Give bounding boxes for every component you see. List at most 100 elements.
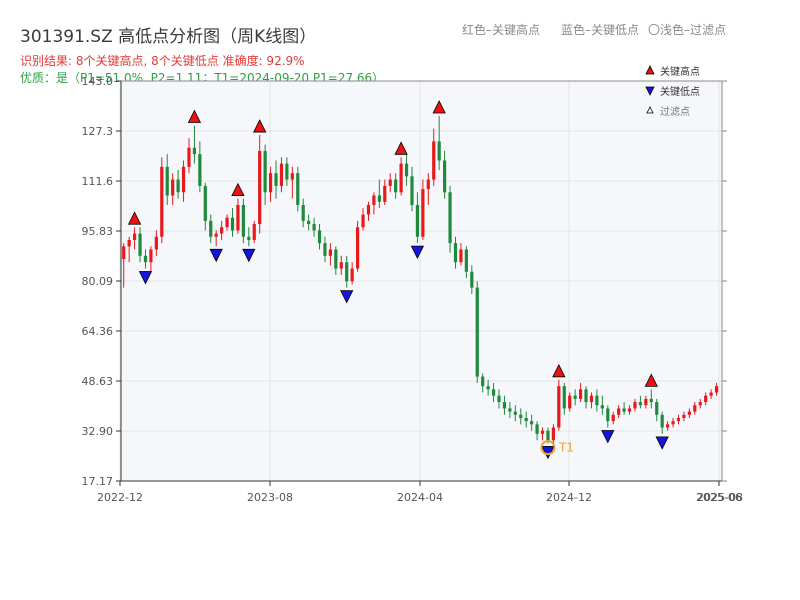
x-tick-label: 2024-12 — [546, 491, 592, 504]
candle-body — [127, 239, 131, 247]
candle-body — [154, 236, 158, 250]
legend-high-label: 关键高点 — [660, 65, 700, 78]
x-axis-ticks: 2022-12 2023-08 2024-04 2024-12 2025-062025-… — [97, 481, 743, 504]
candle-series — [122, 115, 719, 447]
key-low-marker — [209, 248, 223, 263]
candle-body — [578, 389, 583, 399]
candle-body — [595, 395, 599, 406]
key-low-marker — [410, 245, 425, 260]
candle-body — [589, 395, 594, 403]
candle-body — [698, 402, 702, 406]
y-tick-label: 64.36 — [82, 325, 114, 338]
x-tick-label-overlap: 2025-08 — [697, 491, 743, 504]
candle-body — [214, 233, 218, 237]
recognition-result: 识别结果: 8个关键高点, 8个关键低点 准确度: 92.9% — [20, 54, 305, 68]
candle-body — [307, 220, 311, 225]
candle-body — [540, 430, 545, 434]
candle-body — [562, 386, 566, 409]
candle-body — [252, 224, 256, 240]
candle-body — [187, 147, 191, 167]
y-tick-label: 95.83 — [82, 225, 114, 238]
t1-label: T1 — [558, 441, 574, 455]
candle-body — [530, 421, 534, 425]
candle-body — [198, 154, 202, 186]
candle-body — [143, 255, 148, 263]
candle-body — [328, 249, 332, 256]
hint-blue-key-low: 蓝色–关键低点 — [561, 23, 640, 37]
key-high-marker — [394, 141, 408, 155]
candle-body — [687, 411, 691, 415]
candle-body — [263, 150, 267, 193]
y-tick-label: 48.63 — [82, 375, 114, 388]
candle-body — [160, 166, 164, 237]
candle-body — [611, 414, 615, 422]
key-low-marker — [138, 271, 153, 285]
candle-body — [404, 163, 409, 177]
candle-body — [274, 173, 278, 186]
candle-body — [268, 173, 273, 193]
candle-body — [247, 236, 251, 240]
y-tick-label: 127.3 — [82, 125, 114, 138]
candle-body — [481, 376, 485, 387]
candle-body — [203, 185, 207, 221]
candle-body — [165, 166, 169, 196]
candle-body — [573, 395, 577, 399]
candle-body — [192, 147, 197, 155]
candle-body — [258, 150, 262, 225]
key-low-marker — [655, 436, 669, 450]
candle-body — [377, 195, 381, 202]
candle-body — [443, 160, 447, 193]
candle-body — [279, 163, 284, 186]
candle-body — [497, 395, 501, 403]
candle-body — [459, 249, 463, 263]
candle-body — [394, 179, 398, 193]
candle-body — [372, 195, 376, 205]
key-high-marker — [253, 119, 267, 133]
candle-body — [709, 392, 713, 396]
y-tick-label: 17.17 — [82, 475, 114, 488]
candle-body — [236, 204, 240, 231]
candle-body — [513, 411, 517, 415]
candle-body — [546, 430, 550, 441]
candle-body — [230, 217, 235, 231]
legend-filtered-icon — [646, 106, 654, 114]
candle-body — [655, 402, 659, 415]
candle-body — [682, 414, 686, 418]
candle-body — [714, 386, 719, 393]
key-low-marker — [340, 290, 354, 304]
candle-body — [399, 163, 403, 193]
candle-body — [149, 249, 153, 263]
candle-body — [551, 427, 555, 441]
candle-body — [502, 402, 507, 409]
candle-body — [453, 243, 458, 263]
candle-body — [638, 402, 643, 406]
candle-body — [209, 220, 213, 237]
candle-body — [693, 405, 697, 412]
key-low-marker — [601, 430, 615, 444]
candle-body — [171, 179, 175, 196]
legend: 关键高点 关键低点 过滤点 — [645, 65, 700, 118]
x-tick-label: 2023-08 — [247, 491, 293, 504]
candle-body — [622, 408, 626, 412]
candle-body — [339, 262, 343, 269]
y-tick-label: 32.90 — [82, 425, 114, 438]
candle-body — [355, 227, 360, 269]
candle-body — [448, 192, 452, 244]
candle-body — [350, 268, 354, 282]
key-high-marker — [127, 211, 142, 225]
candle-body — [660, 414, 664, 428]
key-low-marker — [242, 248, 256, 263]
candle-body — [301, 204, 305, 221]
candle-body — [633, 402, 637, 409]
candle-body — [649, 398, 653, 403]
candle-body — [568, 395, 572, 409]
key-high-marker — [644, 373, 658, 387]
legend-low-label: 关键低点 — [660, 85, 700, 98]
candle-body — [644, 398, 648, 406]
candle-body — [323, 243, 327, 256]
candle-body — [627, 408, 632, 412]
candle-body — [366, 204, 371, 215]
candle-body — [317, 230, 322, 244]
key-high-marker — [432, 100, 446, 114]
y-tick-label: 111.6 — [82, 175, 114, 188]
